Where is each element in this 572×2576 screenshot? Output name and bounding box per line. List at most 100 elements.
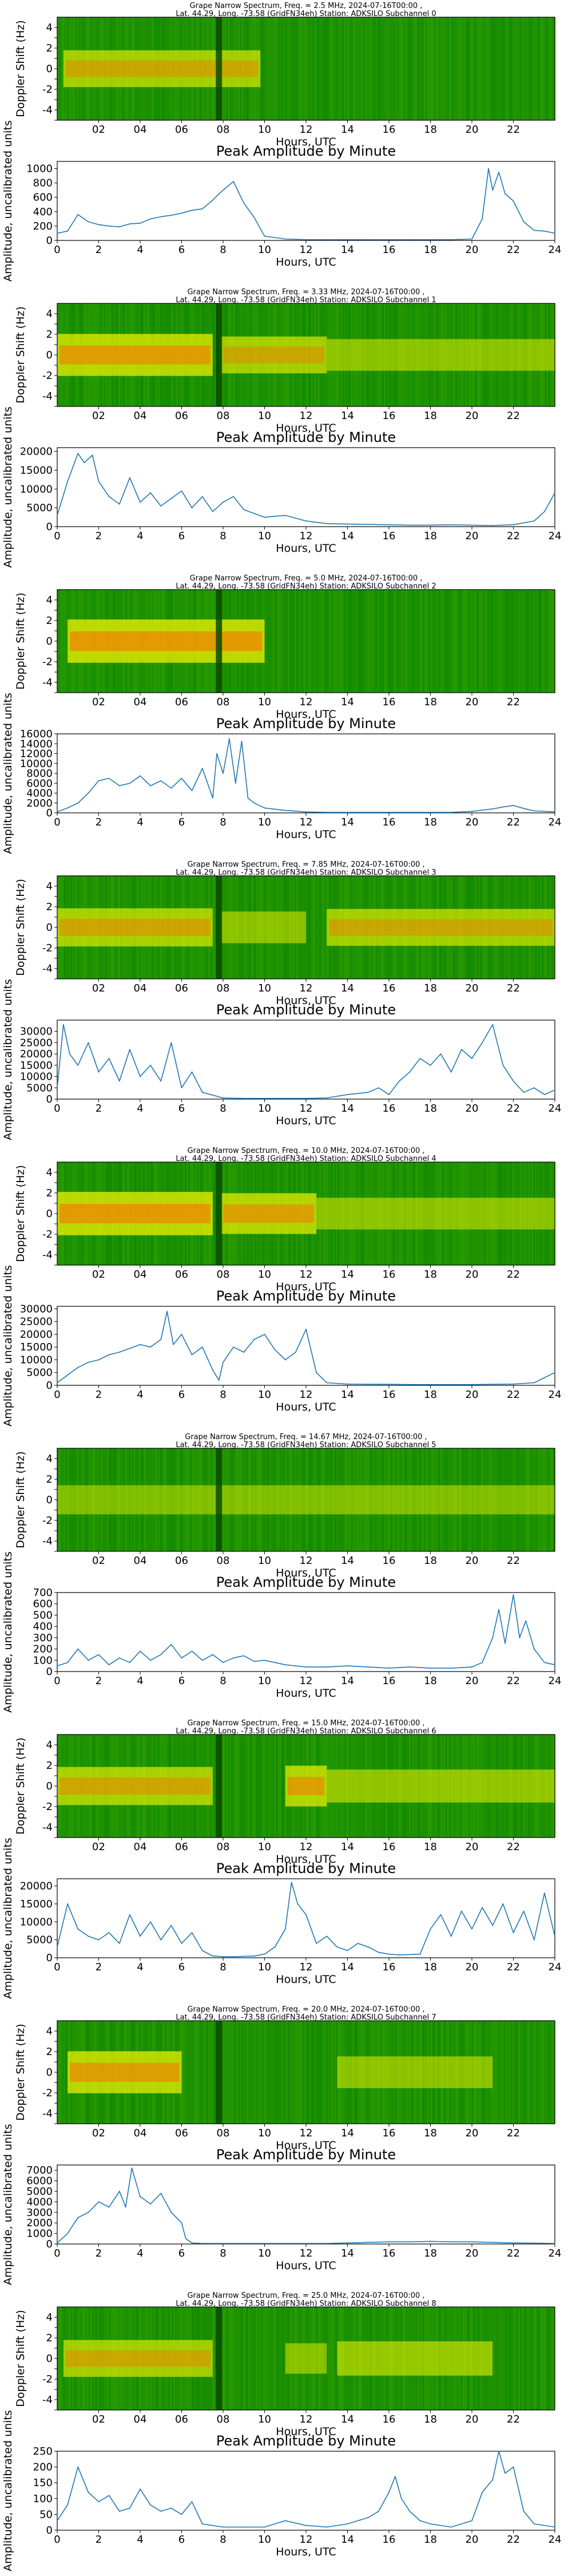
spectrum-stripe — [515, 2021, 517, 2124]
spectrum-xtick-label: 02 — [92, 2127, 105, 2139]
spectrum-stripe — [253, 2307, 255, 2410]
spectrum-stripe — [507, 590, 509, 693]
amplitude-point — [523, 808, 525, 809]
spectrum-stripe — [386, 17, 388, 120]
spectrum-stripe — [525, 590, 527, 693]
spectrum-stripe — [294, 590, 296, 693]
amplitude-point — [57, 2242, 58, 2244]
amplitude-point — [253, 1955, 255, 1957]
amplitude-xtick-label: 16 — [383, 2247, 396, 2259]
spectrum-stripe — [236, 2021, 239, 2124]
amplitude-point — [212, 797, 213, 799]
amplitude-xtick-label: 8 — [220, 816, 226, 828]
spectrum-title-line: Lat. 44.29, Long. -73.58 (GridFN34eh) St… — [176, 2300, 436, 2308]
amplitude-ytick-label: 5000 — [26, 502, 53, 514]
spectrum-ytick-label: -4 — [42, 1249, 53, 1261]
spectrum-stripe — [367, 1448, 370, 1551]
amplitude-point — [284, 2520, 286, 2522]
spectrum-stripe — [273, 590, 275, 693]
spectrum-stripe — [321, 590, 323, 693]
spectrum-stripe — [286, 2021, 288, 2124]
spectrum-stripe — [228, 2021, 230, 2124]
spectrum-xtick-label: 10 — [258, 1841, 271, 1853]
spectrum-stripe — [312, 876, 315, 979]
amplitude-panel-3: Peak Amplitude by Minute0500010000150002… — [2, 979, 561, 1140]
spectrum-title-line: Grape Narrow Spectrum, Freq. = 14.67 MHz… — [185, 1433, 427, 1441]
spectrum-stripe — [522, 2021, 523, 2124]
spectrum-stripe — [292, 17, 295, 120]
spectrum-band — [316, 1198, 555, 1230]
spectrum-band-core — [65, 2350, 210, 2367]
spectrum-texture — [57, 1448, 554, 1551]
amplitude-point — [129, 1662, 130, 1664]
amplitude-point — [140, 1935, 141, 1937]
spectrum-stripe — [415, 590, 418, 693]
spectrum-stripe — [65, 590, 67, 693]
spectrum-stripe — [284, 17, 287, 120]
spectrum-stripe — [448, 1448, 451, 1551]
spectrum-stripe — [500, 2307, 502, 2410]
spectrum-stripe — [255, 2021, 256, 2124]
spectrum-xtick-label: 10 — [258, 1269, 271, 1281]
spectrum-stripe — [307, 2021, 309, 2124]
spectrum-band — [337, 2341, 493, 2376]
amplitude-point — [218, 1380, 220, 1381]
amplitude-ylabel: Amplitude, uncalibrated units — [2, 1838, 14, 1999]
amplitude-ylabel: Amplitude, uncalibrated units — [2, 2124, 14, 2285]
spectrum-xtick-label: 14 — [341, 696, 354, 708]
spectrum-stripe — [289, 17, 291, 120]
amplitude-xtick-label: 8 — [220, 1103, 226, 1115]
spectrum-stripe — [488, 17, 490, 120]
spectrum-title-line: Grape Narrow Spectrum, Freq. = 5.0 MHz, … — [190, 574, 423, 583]
spectrum-stripe — [408, 590, 411, 693]
spectrum-stripe — [359, 590, 361, 693]
spectrum-stripe — [213, 1448, 215, 1551]
spectrum-stripe — [422, 590, 424, 693]
spectrum-stripe — [543, 1448, 545, 1551]
amplitude-point — [316, 1943, 317, 1944]
spectrum-stripe — [520, 1448, 522, 1551]
spectrum-xtick-label: 12 — [300, 1841, 313, 1853]
amplitude-xtick-label: 6 — [178, 530, 185, 542]
spectrum-stripe — [351, 1448, 353, 1551]
spectrum-panel-1: Grape Narrow Spectrum, Freq. = 3.33 MHz,… — [14, 288, 557, 434]
amplitude-point — [409, 1384, 411, 1385]
spectrum-stripe — [329, 590, 331, 693]
spectrum-stripe — [425, 590, 427, 693]
spectrum-stripe — [288, 2021, 289, 2124]
spectrum-xtick-label: 16 — [383, 1841, 396, 1853]
spectrum-stripe — [329, 2021, 331, 2124]
spectrum-xtick-label: 06 — [175, 1841, 188, 1853]
amplitude-title: Peak Amplitude by Minute — [216, 1574, 396, 1590]
amplitude-point — [247, 797, 249, 799]
spectrum-title-line: Lat. 44.29, Long. -73.58 (GridFN34eh) St… — [176, 1727, 436, 1736]
amplitude-xtick-label: 0 — [54, 1103, 60, 1115]
spectrum-stripe — [244, 1448, 247, 1551]
spectrum-stripe — [539, 2021, 542, 2124]
amplitude-xtick-label: 10 — [258, 1389, 271, 1401]
amplitude-point — [409, 2241, 411, 2243]
amplitude-point — [118, 226, 120, 228]
amplitude-point — [305, 811, 307, 813]
spectrum-stripe — [528, 2307, 530, 2410]
spectrum-stripe — [286, 590, 288, 693]
amplitude-xlabel: Hours, UTC — [276, 1401, 336, 1413]
amplitude-point — [492, 189, 494, 191]
spectrum-stripe — [130, 1448, 132, 1551]
spectrum-stripe — [473, 1448, 475, 1551]
spectrum-stripe — [261, 2307, 263, 2410]
amplitude-point — [170, 215, 172, 216]
spectrum-stripe — [62, 590, 64, 693]
spectrum-stripe — [427, 1448, 429, 1551]
amplitude-point — [212, 1654, 213, 1656]
spectrum-stripe — [319, 2021, 321, 2124]
amplitude-point — [523, 2511, 525, 2512]
spectrum-stripe — [397, 590, 399, 693]
amplitude-point — [461, 1049, 462, 1050]
spectrum-stripe — [342, 1448, 344, 1551]
spectrum-stripe — [508, 1448, 510, 1551]
spectrum-stripe — [496, 1448, 499, 1551]
spectrum-stripe — [214, 2307, 217, 2410]
spectrum-stripe — [531, 1448, 534, 1551]
amplitude-point — [57, 515, 58, 516]
